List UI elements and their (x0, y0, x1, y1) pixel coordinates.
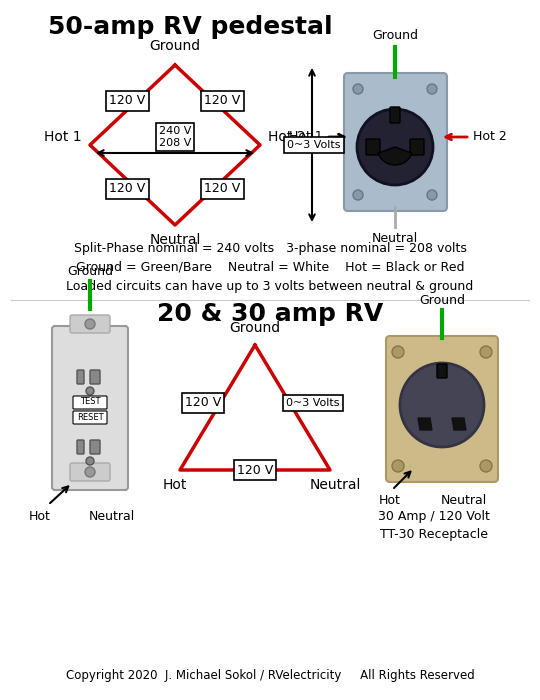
Text: Neutral: Neutral (150, 233, 201, 247)
Text: Ground: Ground (230, 321, 281, 335)
Text: Hot: Hot (163, 478, 187, 492)
Text: Ground: Ground (419, 294, 465, 307)
Text: 120 V: 120 V (204, 183, 241, 195)
Text: Copyright 2020  J. Michael Sokol / RVelectricity     All Rights Reserved: Copyright 2020 J. Michael Sokol / RVelec… (66, 669, 474, 682)
FancyBboxPatch shape (366, 139, 380, 155)
Circle shape (357, 109, 433, 185)
Text: Neutral: Neutral (89, 510, 135, 523)
Text: 120 V: 120 V (110, 183, 146, 195)
Circle shape (392, 346, 404, 358)
FancyBboxPatch shape (386, 336, 498, 482)
Text: 30 Amp / 120 Volt
TT-30 Receptacle: 30 Amp / 120 Volt TT-30 Receptacle (378, 510, 490, 541)
Wedge shape (378, 147, 412, 165)
Circle shape (85, 467, 95, 477)
FancyBboxPatch shape (77, 370, 84, 384)
Polygon shape (418, 418, 432, 430)
FancyBboxPatch shape (70, 463, 110, 481)
Text: 0~3 Volts: 0~3 Volts (287, 140, 341, 150)
Circle shape (353, 84, 363, 94)
Text: 120 V: 120 V (185, 396, 221, 410)
FancyBboxPatch shape (77, 440, 84, 454)
FancyBboxPatch shape (344, 73, 447, 211)
Text: 120 V: 120 V (237, 463, 273, 477)
FancyBboxPatch shape (73, 411, 107, 424)
Polygon shape (452, 418, 466, 430)
Text: Hot 1: Hot 1 (289, 130, 323, 143)
Circle shape (400, 363, 484, 447)
FancyBboxPatch shape (70, 315, 110, 333)
Text: Neutral: Neutral (372, 232, 418, 245)
Text: Hot: Hot (29, 510, 51, 523)
Text: Split-Phase nominal = 240 volts   3-phase nominal = 208 volts
Ground = Green/Bar: Split-Phase nominal = 240 volts 3-phase … (66, 242, 474, 293)
Circle shape (86, 387, 94, 395)
Text: Hot 2: Hot 2 (473, 130, 507, 143)
Text: Hot 1: Hot 1 (44, 130, 82, 144)
Circle shape (86, 457, 94, 465)
FancyBboxPatch shape (410, 139, 424, 155)
Circle shape (392, 460, 404, 472)
Circle shape (85, 319, 95, 329)
Text: Neutral: Neutral (309, 478, 361, 492)
Text: 120 V: 120 V (110, 94, 146, 108)
FancyBboxPatch shape (437, 364, 447, 378)
FancyBboxPatch shape (390, 107, 400, 123)
Text: Neutral: Neutral (441, 494, 487, 507)
FancyBboxPatch shape (52, 326, 128, 490)
Text: 20 & 30 amp RV: 20 & 30 amp RV (157, 302, 383, 326)
Text: Ground: Ground (67, 265, 113, 278)
Text: 120 V: 120 V (204, 94, 241, 108)
Circle shape (427, 84, 437, 94)
Text: 240 V
208 V: 240 V 208 V (159, 126, 191, 148)
Circle shape (480, 460, 492, 472)
FancyBboxPatch shape (90, 440, 100, 454)
Circle shape (427, 190, 437, 200)
Circle shape (480, 346, 492, 358)
Text: RESET: RESET (77, 412, 103, 421)
Text: Hot 2: Hot 2 (268, 130, 306, 144)
Circle shape (353, 190, 363, 200)
Text: Ground: Ground (372, 29, 418, 42)
Text: Hot: Hot (379, 494, 401, 507)
Text: Ground: Ground (150, 39, 200, 53)
Text: 50-amp RV pedestal: 50-amp RV pedestal (48, 15, 332, 39)
Text: TEST: TEST (80, 398, 100, 407)
FancyBboxPatch shape (73, 396, 107, 409)
FancyBboxPatch shape (90, 370, 100, 384)
Text: 0~3 Volts: 0~3 Volts (286, 398, 340, 408)
